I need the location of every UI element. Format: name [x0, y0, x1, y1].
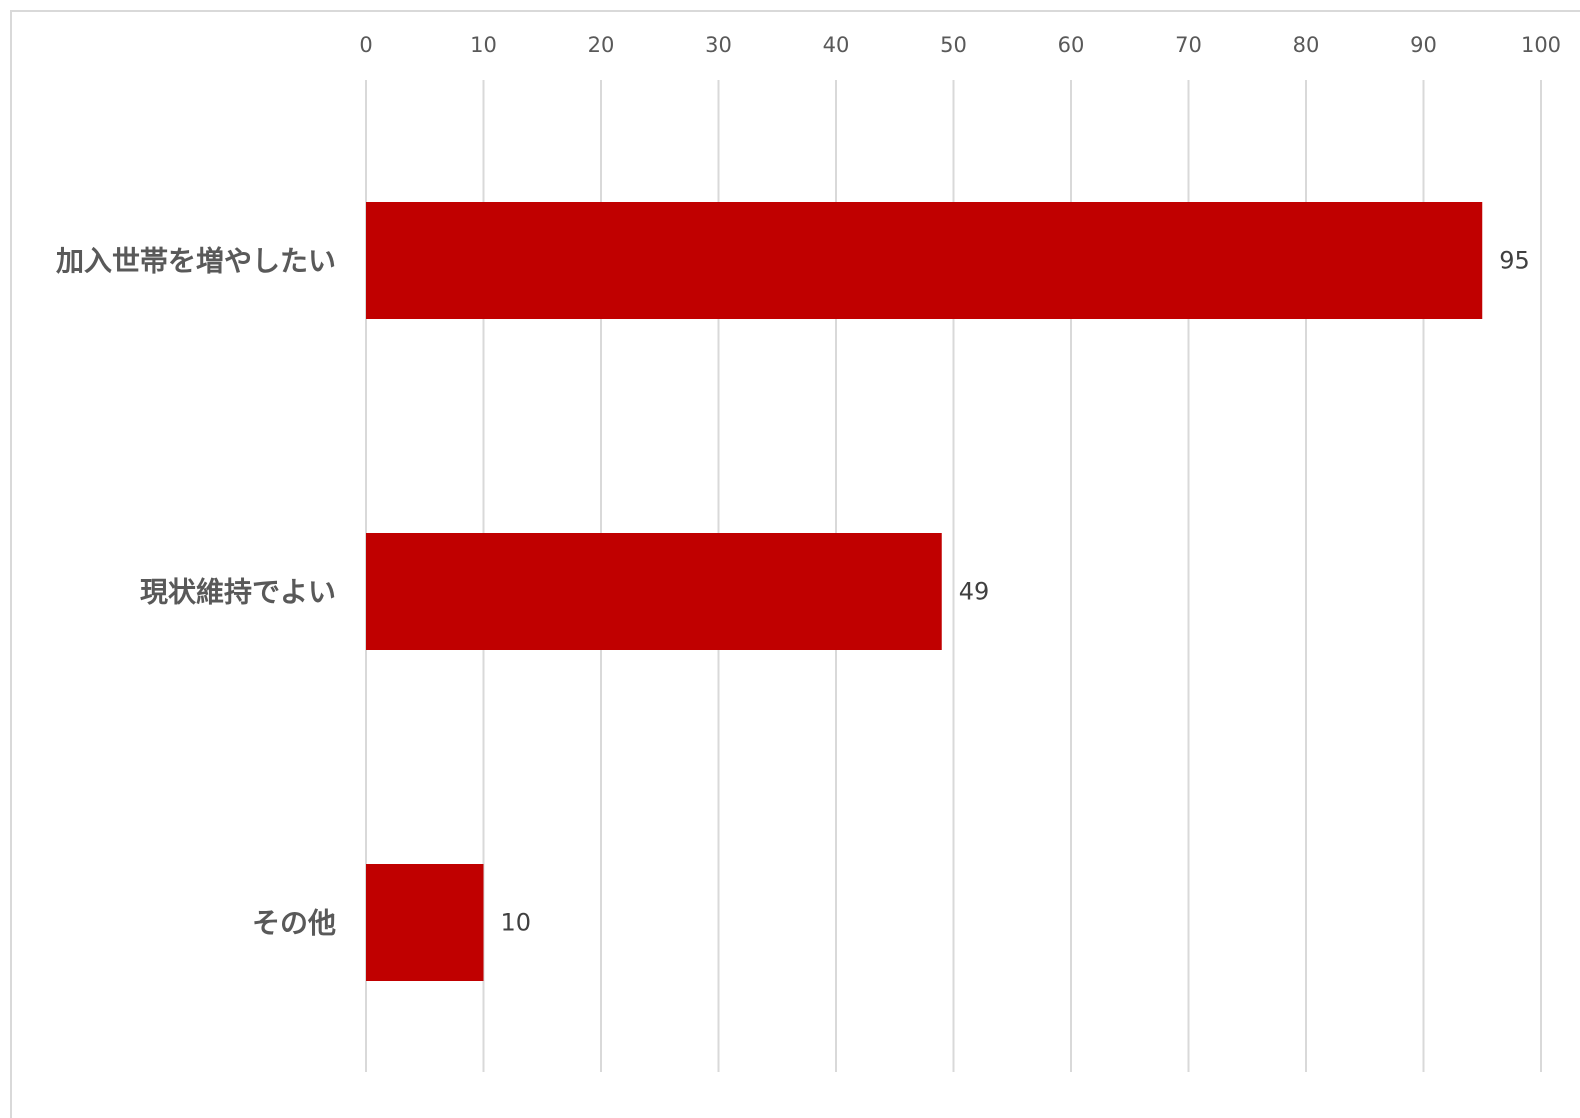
x-tick-label: 20: [588, 33, 615, 57]
x-tick-label: 60: [1058, 33, 1085, 57]
x-tick-label: 90: [1410, 33, 1437, 57]
bar: [366, 202, 1483, 319]
x-tick-label: 80: [1293, 33, 1320, 57]
bar: [366, 533, 942, 650]
x-axis-ticks: 0 10 20 30 40 50 60 70 80 90 100: [359, 33, 1561, 57]
data-label: 49: [959, 578, 990, 606]
category-label: 加入世帯を増やしたい: [56, 245, 336, 278]
x-tick-label: 30: [705, 33, 732, 57]
data-label: 95: [1499, 247, 1530, 275]
category-label: 現状維持でよい: [140, 576, 336, 609]
x-tick-label: 40: [823, 33, 850, 57]
bars: [366, 202, 1483, 981]
category-label: その他: [252, 907, 336, 940]
x-tick-label: 100: [1521, 33, 1561, 57]
x-tick-label: 10: [470, 33, 497, 57]
data-labels: 95 49 10: [501, 247, 1530, 937]
x-tick-label: 70: [1175, 33, 1202, 57]
x-tick-label: 50: [940, 33, 967, 57]
bar: [366, 864, 484, 981]
chart-frame: [10, 10, 1580, 1118]
x-tick-label: 0: [359, 33, 372, 57]
data-label: 10: [501, 909, 532, 937]
